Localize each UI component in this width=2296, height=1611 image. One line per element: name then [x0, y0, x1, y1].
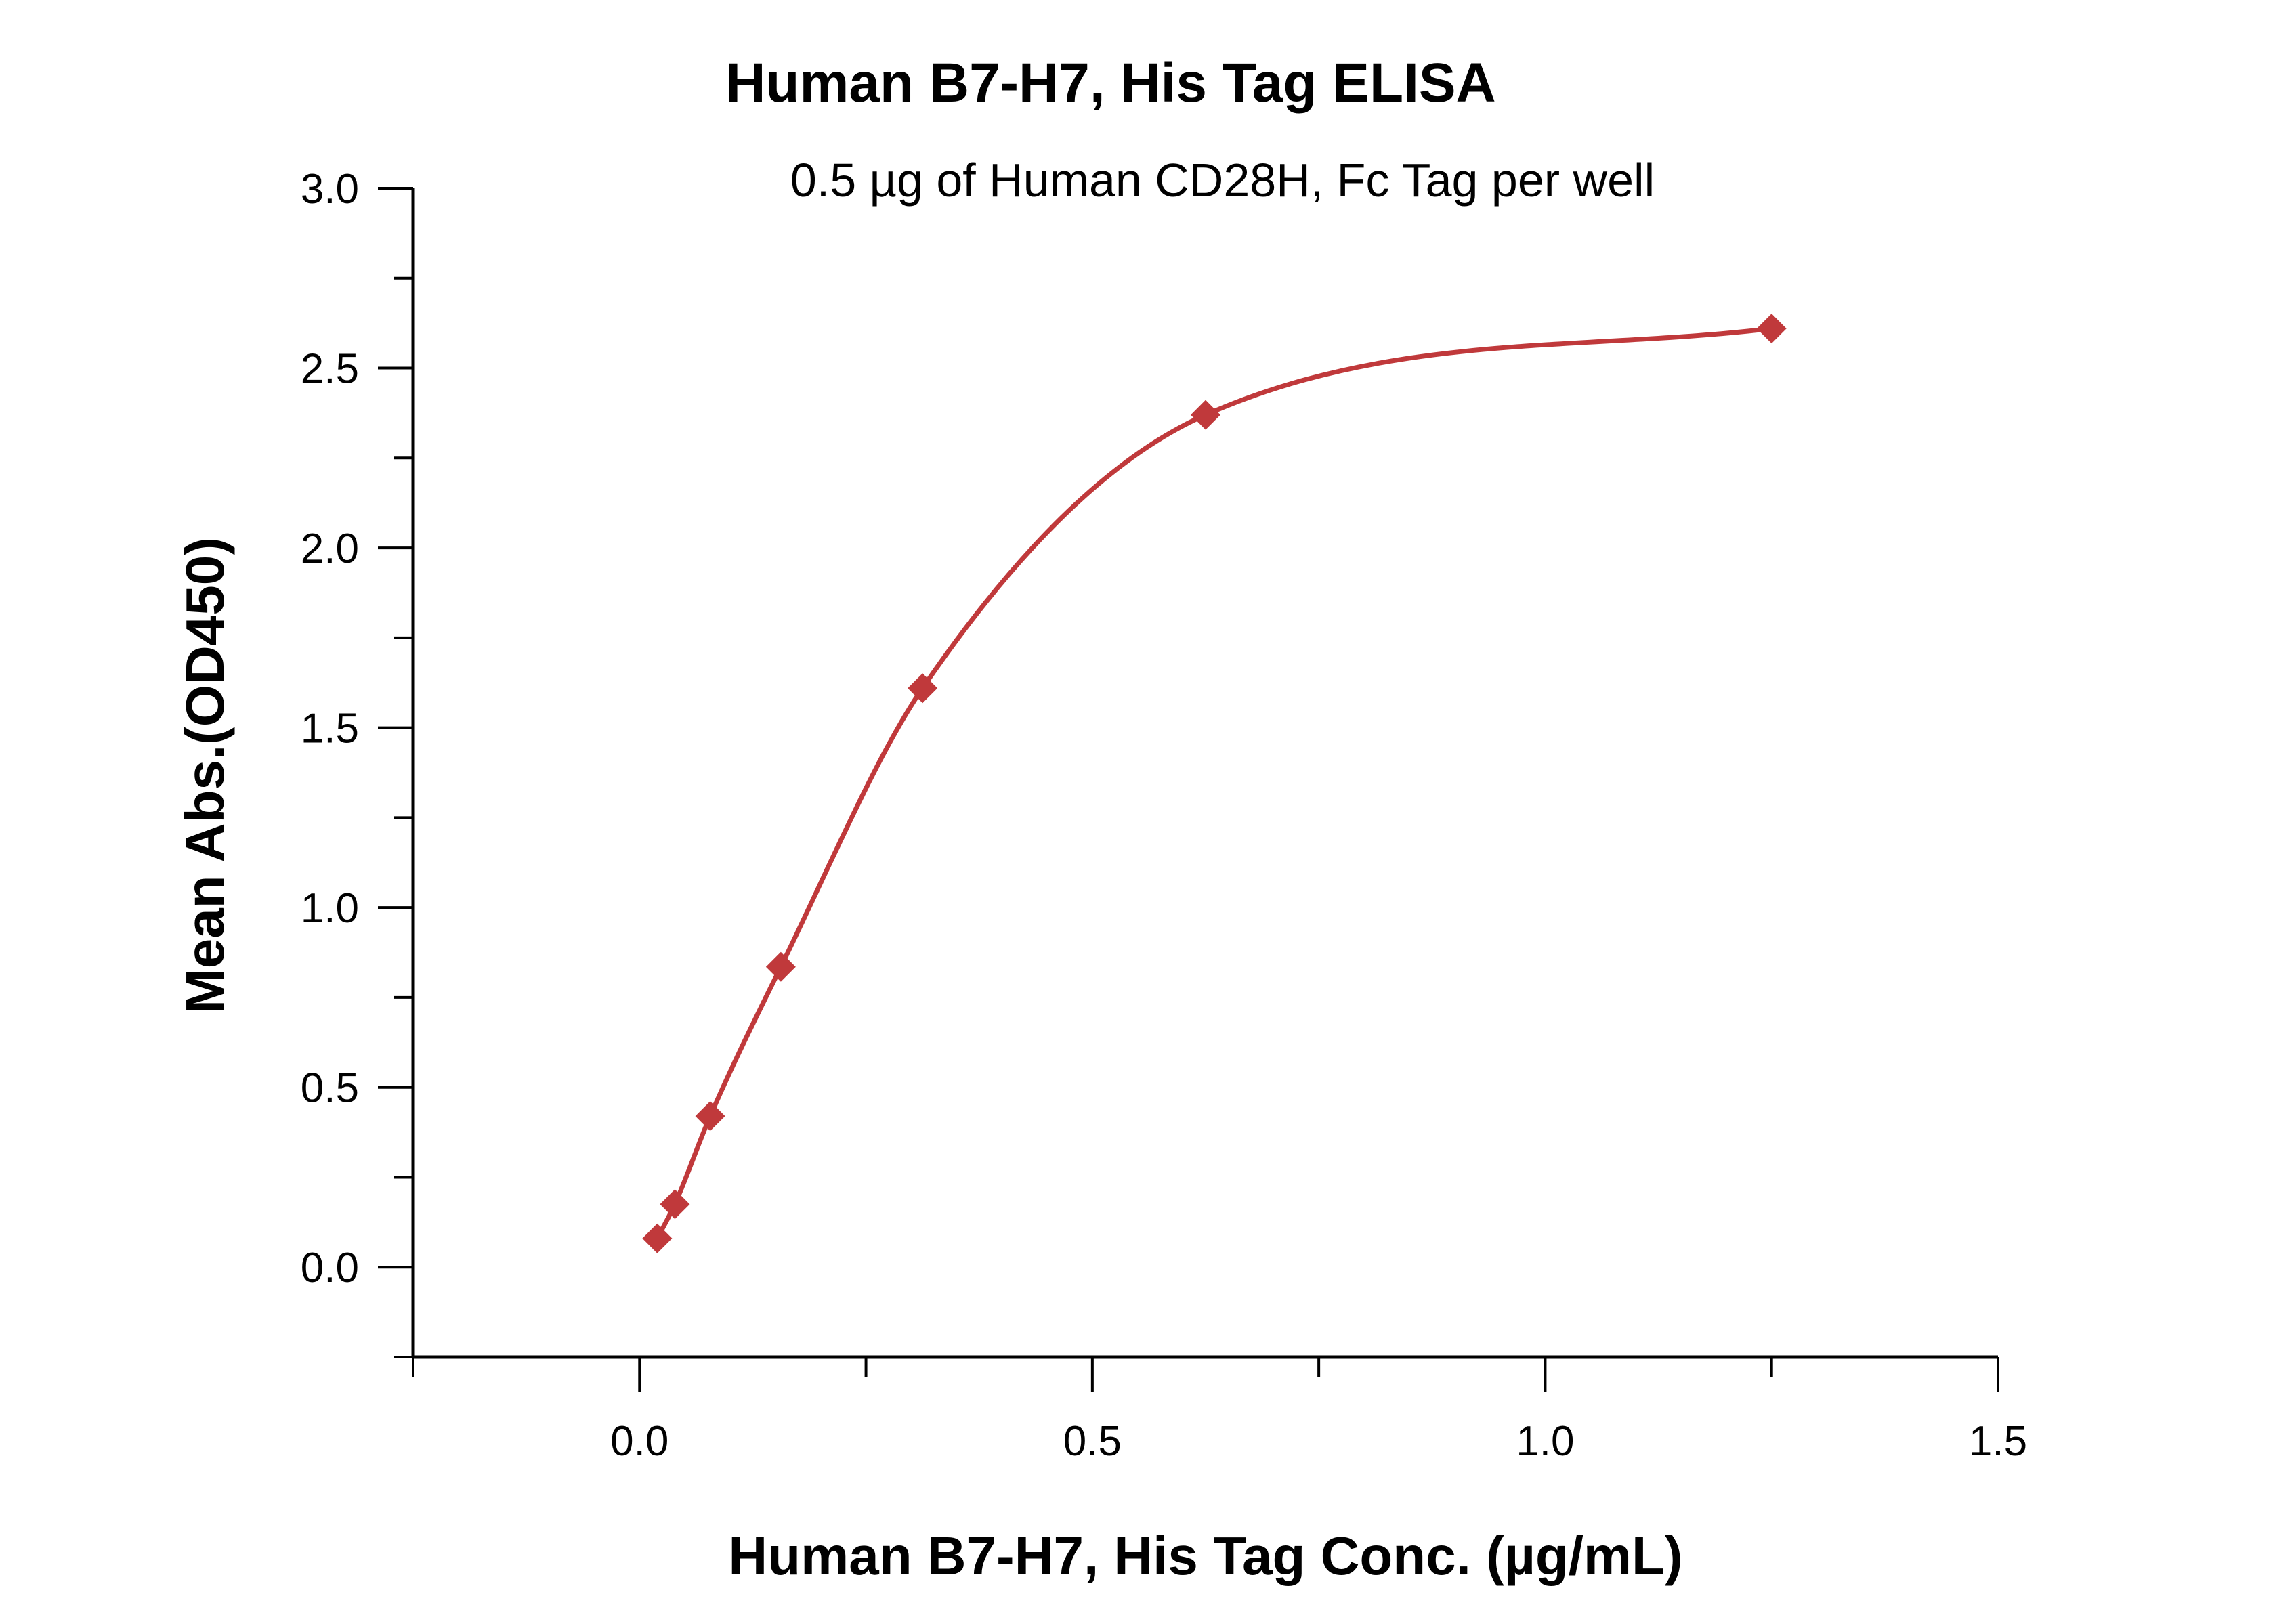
data-point-marker: [642, 1223, 673, 1253]
y-tick-label: 0.0: [301, 1245, 359, 1291]
fit-curve: [655, 326, 1772, 1240]
x-tick-label: 1.5: [1969, 1418, 2027, 1465]
data-point-marker: [695, 1101, 725, 1132]
chart-title: Human B7-H7, His Tag ELISA: [725, 52, 1496, 114]
data-point-marker: [660, 1189, 690, 1220]
x-tick-label: 1.0: [1516, 1418, 1574, 1465]
y-tick-label: 0.5: [301, 1065, 359, 1112]
data-point-marker: [908, 673, 938, 704]
axes: [411, 188, 1998, 1359]
y-tick-label: 3.0: [301, 166, 359, 213]
y-tick-label: 2.5: [301, 346, 359, 393]
y-tick-label: 1.0: [301, 885, 359, 932]
data-point-marker: [765, 951, 796, 982]
y-tick-label: 2.0: [301, 525, 359, 572]
x-axis-label: Human B7-H7, His Tag Conc. (µg/mL): [728, 1526, 1682, 1586]
data-point-marker: [1756, 314, 1787, 344]
ticks: [378, 187, 1999, 1392]
tick-labels: 0.0 0.5 1.0 1.5 2.0 2.5 3.0 0.0 0.5 1.0 1.5: [301, 166, 2027, 1465]
x-tick-label: 0.0: [610, 1418, 668, 1465]
data-points: [642, 314, 1787, 1253]
y-axis-label: Mean Abs.(OD450): [175, 537, 235, 1014]
chart-subtitle: 0.5 µg of Human CD28H, Fc Tag per well: [790, 154, 1655, 207]
data-point-marker: [1191, 400, 1220, 430]
x-tick-label: 0.5: [1063, 1418, 1122, 1465]
y-tick-label: 1.5: [301, 706, 359, 752]
